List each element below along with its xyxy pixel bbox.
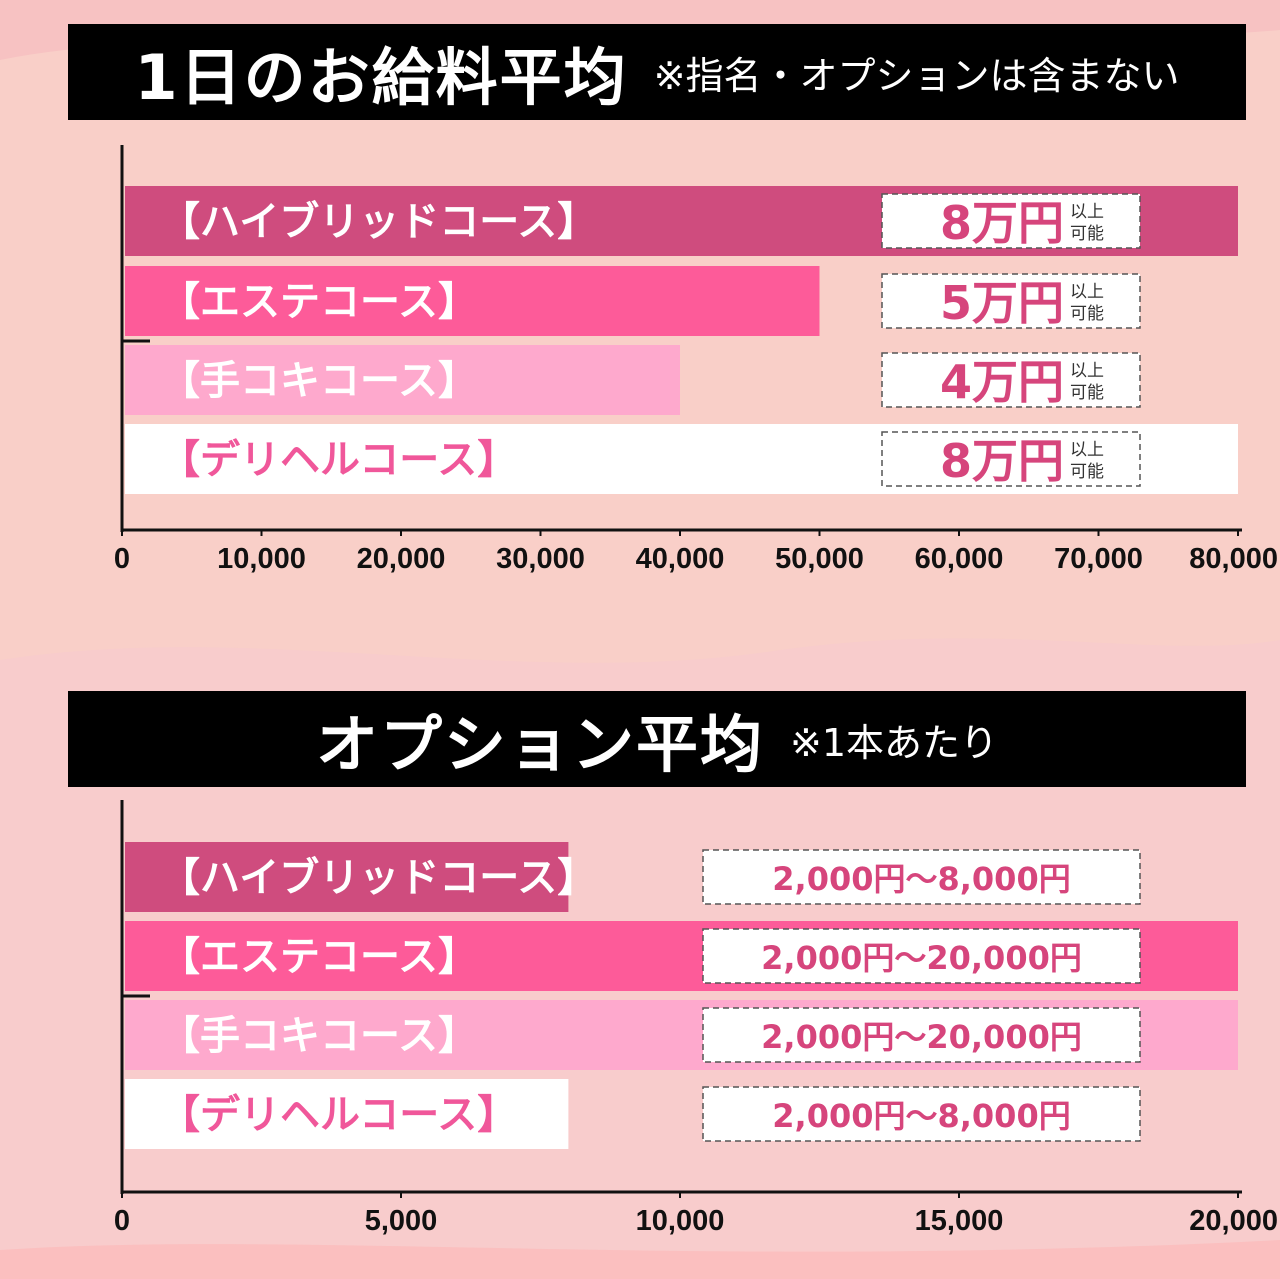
- bar-category-label: 【手コキコース】: [160, 1013, 478, 1059]
- bar: [125, 345, 680, 415]
- value-range-label: 2,000円〜8,000円: [772, 860, 1070, 898]
- bar-category-label: 【デリヘルコース】: [160, 1092, 517, 1138]
- bar-category-label: 【ハイブリッドコース】: [160, 199, 597, 245]
- bar-category-label: 【ハイブリッドコース】: [160, 855, 597, 901]
- section1-title: 1日のお給料平均: [134, 41, 628, 114]
- bar-category-label: 【デリヘルコース】: [160, 437, 517, 483]
- value-amount: 8万円: [940, 196, 1064, 250]
- value-suffix-top: 以上: [1070, 361, 1104, 381]
- section2-title: オプション平均: [315, 708, 764, 781]
- bar: [125, 266, 820, 336]
- value-suffix-top: 以上: [1070, 282, 1104, 302]
- bar-group: 【エステコース】 2,000円〜20,000円: [125, 921, 1238, 991]
- x-tick-label: 40,000: [636, 543, 725, 575]
- value-amount: 5万円: [940, 276, 1064, 330]
- title-bar-option-average: オプション平均 ※1本あたり: [68, 691, 1246, 787]
- x-tick-label: 30,000: [496, 543, 585, 575]
- x-tick-label: 0: [114, 543, 130, 575]
- bar-category-label: 【手コキコース】: [160, 358, 478, 404]
- x-tick-label: 70,000: [1054, 543, 1143, 575]
- value-suffix-bottom: 可能: [1070, 462, 1104, 482]
- value-suffix-top: 以上: [1070, 202, 1104, 222]
- bar: [125, 842, 569, 912]
- value-range-label: 2,000円〜8,000円: [772, 1097, 1070, 1135]
- value-label-box: [881, 431, 1141, 487]
- value-range-label: 2,000円〜20,000円: [761, 1018, 1082, 1056]
- value-amount: 4万円: [940, 355, 1064, 409]
- bar: [125, 1079, 569, 1149]
- value-label-box: [881, 273, 1141, 329]
- value-amount: 8万円: [940, 434, 1064, 488]
- value-range-label: 2,000円〜20,000円: [761, 939, 1082, 977]
- x-tick-label: 80,000: [1189, 543, 1278, 575]
- value-label-box: [702, 1086, 1141, 1142]
- x-tick-label: 5,000: [365, 1205, 438, 1237]
- value-suffix-bottom: 可能: [1070, 304, 1104, 324]
- value-suffix-bottom: 可能: [1070, 383, 1104, 403]
- x-tick-label: 0: [114, 1205, 130, 1237]
- bar-group: 【手コキコース】 2,000円〜20,000円: [125, 1000, 1238, 1070]
- value-suffix-bottom: 可能: [1070, 224, 1104, 244]
- section1-note: ※指名・オプションは含まない: [653, 53, 1180, 98]
- x-tick-label: 20,000: [1189, 1205, 1278, 1237]
- bar-group: 【デリヘルコース】 2,000円〜8,000円: [125, 1079, 1141, 1149]
- x-tick-label: 15,000: [915, 1205, 1004, 1237]
- value-label-box: [881, 193, 1141, 249]
- bar-category-label: 【エステコース】: [160, 934, 478, 980]
- bar-category-label: 【エステコース】: [160, 279, 478, 325]
- value-label-box: [702, 849, 1141, 905]
- section2-note: ※1本あたり: [789, 720, 999, 765]
- title-bar-daily-salary: 1日のお給料平均 ※指名・オプションは含まない: [68, 24, 1246, 120]
- bar-group: 【ハイブリッドコース】 2,000円〜8,000円: [125, 842, 1141, 912]
- value-label-box: [881, 352, 1141, 408]
- x-tick-label: 60,000: [915, 543, 1004, 575]
- x-tick-label: 10,000: [217, 543, 306, 575]
- x-tick-label: 20,000: [357, 543, 446, 575]
- value-label-box: [702, 928, 1141, 984]
- x-tick-label: 50,000: [775, 543, 864, 575]
- x-tick-label: 10,000: [636, 1205, 725, 1237]
- value-suffix-top: 以上: [1070, 440, 1104, 460]
- value-label-box: [702, 1007, 1141, 1063]
